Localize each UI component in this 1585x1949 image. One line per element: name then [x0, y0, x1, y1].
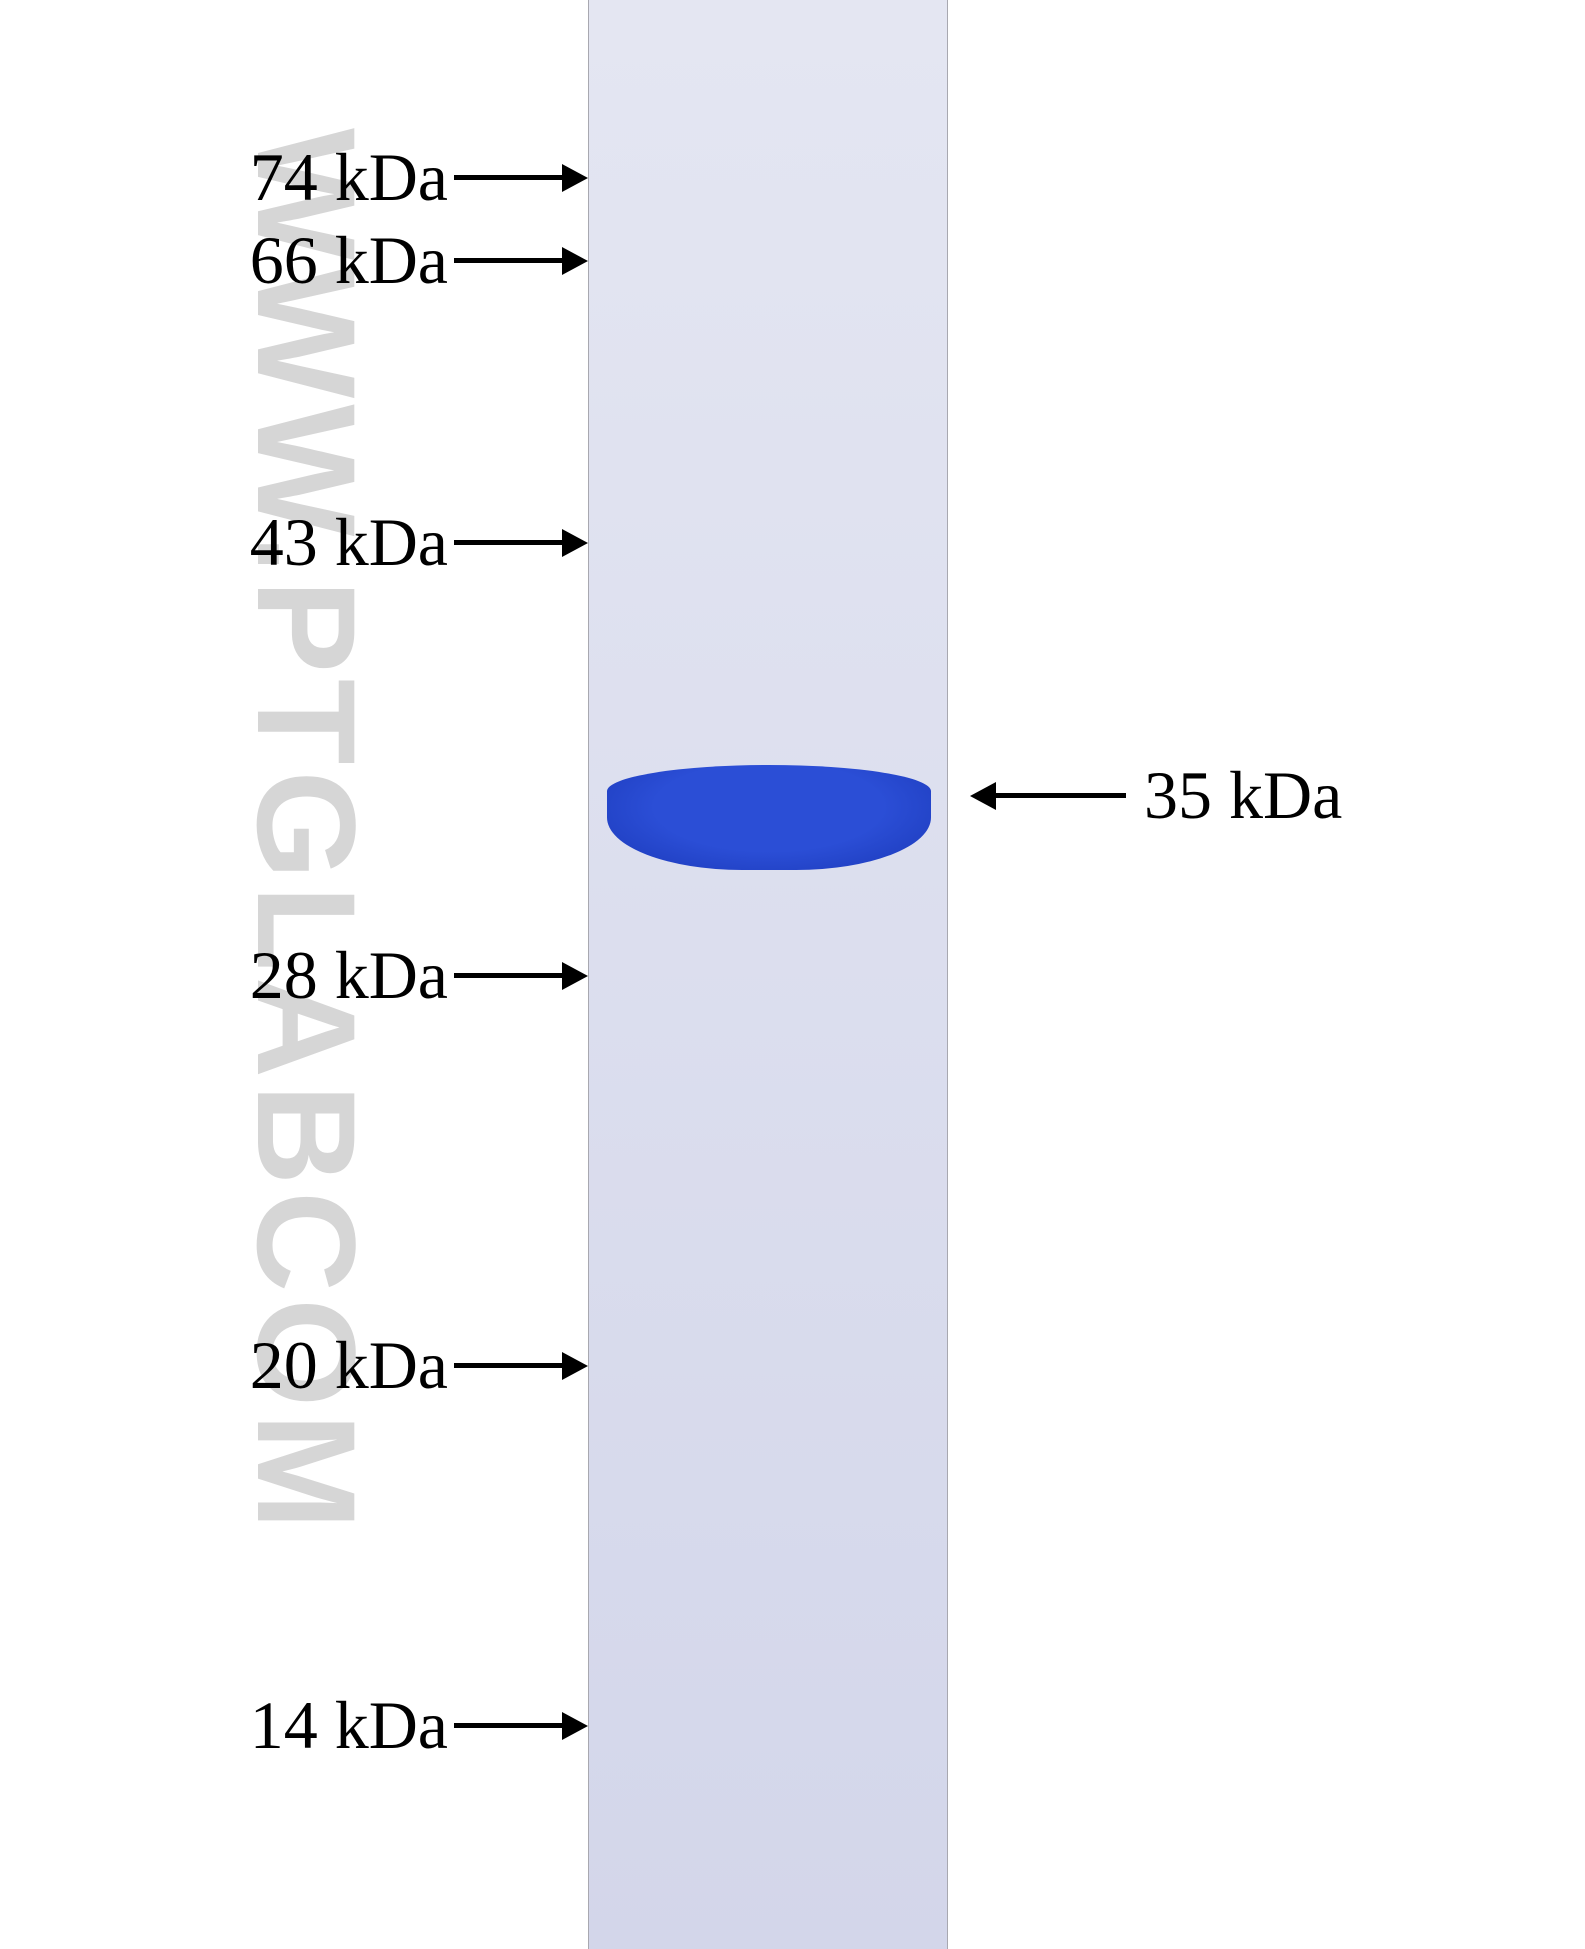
arrow-right-icon [454, 164, 588, 192]
ladder-marker-text: 28 kDa [148, 936, 448, 1015]
watermark-text: WWW.PTGLABCOM [225, 128, 387, 1648]
ladder-marker-text: 14 kDa [148, 1686, 448, 1765]
ladder-marker: 66 kDa [0, 221, 588, 300]
gel-lane [588, 0, 948, 1949]
arrow-right-icon [454, 529, 588, 557]
ladder-marker-text: 66 kDa [148, 221, 448, 300]
ladder-marker: 28 kDa [0, 936, 588, 1015]
ladder-marker: 74 kDa [0, 138, 588, 217]
arrow-right-icon [454, 247, 588, 275]
ladder-marker: 43 kDa [0, 503, 588, 582]
product-band-text: 35 kDa [1144, 756, 1342, 835]
ladder-marker-text: 74 kDa [148, 138, 448, 217]
ladder-marker: 14 kDa [0, 1686, 588, 1765]
protein-band [607, 765, 931, 870]
arrow-right-icon [454, 1352, 588, 1380]
product-band-label: 35 kDa [970, 756, 1342, 835]
arrow-right-icon [454, 962, 588, 990]
ladder-marker-text: 43 kDa [148, 503, 448, 582]
ladder-marker: 20 kDa [0, 1326, 588, 1405]
arrow-left-icon [970, 782, 1126, 810]
arrow-right-icon [454, 1712, 588, 1740]
ladder-marker-text: 20 kDa [148, 1326, 448, 1405]
gel-figure: WWW.PTGLABCOM 74 kDa66 kDa 43 kDa 28 kDa 20… [0, 0, 1585, 1949]
